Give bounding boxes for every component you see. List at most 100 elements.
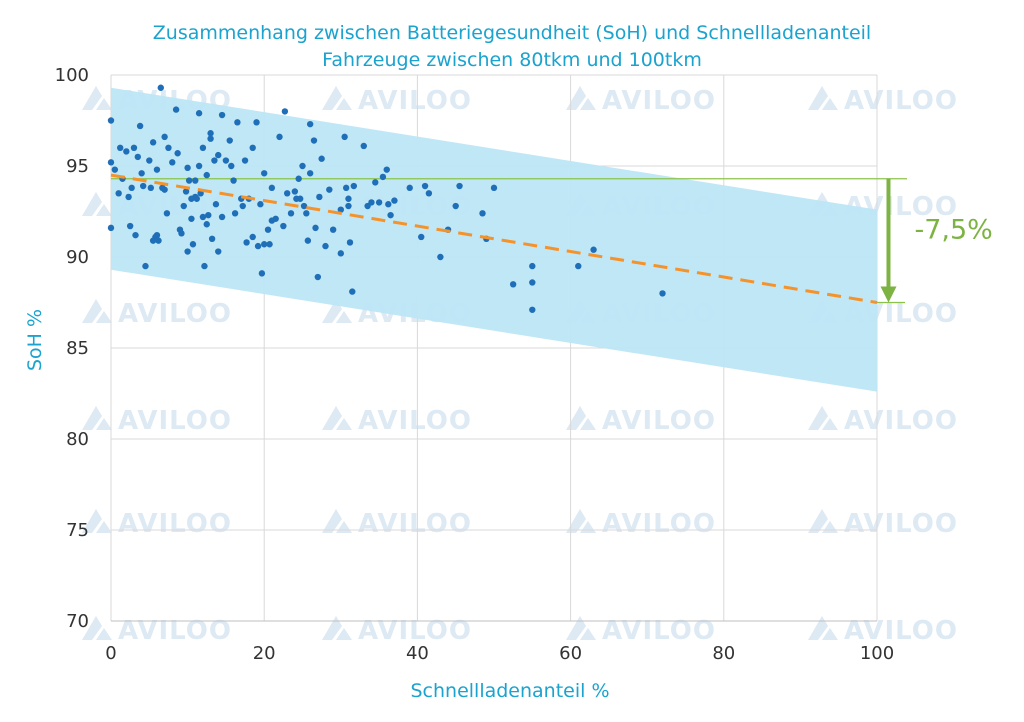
- data-point: [157, 84, 164, 91]
- watermark-logo: AVILOO: [808, 509, 958, 539]
- data-point: [184, 248, 191, 255]
- data-point: [310, 137, 318, 144]
- data-point: [337, 206, 344, 213]
- data-point: [276, 133, 283, 141]
- data-point: [215, 151, 222, 159]
- decline-arrow: [880, 178, 897, 303]
- confidence-band: [111, 87, 877, 392]
- data-point: [575, 262, 582, 270]
- data-point: [125, 193, 132, 201]
- data-point: [161, 133, 168, 141]
- data-point: [226, 137, 233, 144]
- data-point: [165, 144, 172, 151]
- chart-subtitle: Fahrzeuge zwischen 80tkm und 100tkm: [322, 49, 702, 71]
- data-point: [172, 106, 180, 113]
- data-point: [192, 177, 199, 184]
- data-point: [268, 184, 276, 192]
- data-point: [153, 231, 161, 239]
- watermark-text: AVILOO: [844, 509, 958, 539]
- data-point: [385, 201, 392, 208]
- data-point: [456, 182, 463, 190]
- data-point: [346, 239, 354, 246]
- watermark-text: AVILOO: [118, 406, 232, 436]
- data-point: [243, 239, 250, 246]
- chart-title: Zusammenhang zwischen Batteriegesundheit…: [153, 22, 871, 44]
- data-point: [185, 177, 193, 184]
- y-tick-label: 75: [66, 520, 89, 541]
- data-point: [123, 148, 130, 155]
- data-point: [306, 170, 314, 177]
- data-point: [207, 135, 214, 142]
- data-point: [188, 215, 195, 222]
- data-point: [234, 119, 241, 126]
- watermark-logo: AVILOO: [322, 509, 471, 539]
- data-point: [342, 184, 350, 192]
- data-point: [261, 241, 268, 248]
- y-tick-label: 90: [66, 247, 89, 268]
- data-point: [479, 210, 486, 217]
- data-point: [161, 186, 168, 193]
- data-point: [128, 184, 135, 192]
- data-point: [452, 202, 459, 210]
- data-point: [349, 288, 356, 295]
- x-tick-label: 20: [253, 643, 276, 664]
- watermark-logo: AVILOO: [808, 86, 957, 116]
- x-tick-label: 60: [559, 643, 582, 664]
- watermark-text: AVILOO: [358, 86, 472, 116]
- x-tick-label: 40: [406, 643, 429, 664]
- data-point: [215, 248, 222, 255]
- data-point: [287, 210, 295, 217]
- data-point: [372, 179, 379, 186]
- data-point: [180, 202, 187, 210]
- data-point: [312, 224, 319, 232]
- data-point: [169, 159, 176, 166]
- data-point: [228, 162, 235, 170]
- data-point: [257, 201, 264, 208]
- x-tick-label: 80: [712, 643, 735, 664]
- data-point: [222, 157, 230, 164]
- data-point: [299, 162, 306, 170]
- x-axis-label: Schnellladenanteil %: [410, 680, 609, 702]
- data-point: [345, 202, 352, 210]
- data-point: [360, 142, 367, 150]
- data-point: [107, 159, 115, 166]
- data-point: [130, 144, 138, 151]
- watermark-logo: AVILOO: [82, 299, 232, 329]
- watermark-text: AVILOO: [118, 299, 232, 329]
- y-tick-label: 80: [66, 429, 89, 450]
- data-point: [136, 122, 144, 130]
- data-point: [306, 120, 314, 128]
- data-point: [231, 210, 239, 217]
- x-tick-labels: 0 20 40 60 80 100: [105, 643, 894, 664]
- y-tick-label: 95: [66, 156, 89, 177]
- data-point: [153, 166, 161, 173]
- watermark-logo: AVILOO: [322, 86, 472, 116]
- data-point: [195, 162, 203, 170]
- y-tick-label: 100: [55, 65, 89, 86]
- data-point: [281, 108, 289, 115]
- data-point: [659, 290, 666, 297]
- data-point: [303, 210, 310, 217]
- data-point: [375, 199, 383, 206]
- data-point: [134, 153, 142, 161]
- data-point: [329, 226, 337, 233]
- data-point: [218, 213, 226, 221]
- data-point: [212, 201, 220, 208]
- data-point: [425, 190, 433, 197]
- data-point: [258, 270, 266, 277]
- data-point: [195, 110, 203, 117]
- data-point: [138, 170, 145, 177]
- data-point: [178, 230, 185, 237]
- data-point: [322, 242, 329, 250]
- data-point: [147, 184, 155, 192]
- data-point: [272, 215, 279, 222]
- data-point: [509, 281, 517, 288]
- watermark-logo: AVILOO: [82, 406, 232, 436]
- x-tick-label: 0: [105, 643, 116, 664]
- data-point: [368, 199, 375, 206]
- data-point: [230, 177, 237, 184]
- data-point: [207, 130, 214, 137]
- data-point: [383, 166, 390, 173]
- data-point: [203, 171, 210, 179]
- data-point: [239, 202, 246, 210]
